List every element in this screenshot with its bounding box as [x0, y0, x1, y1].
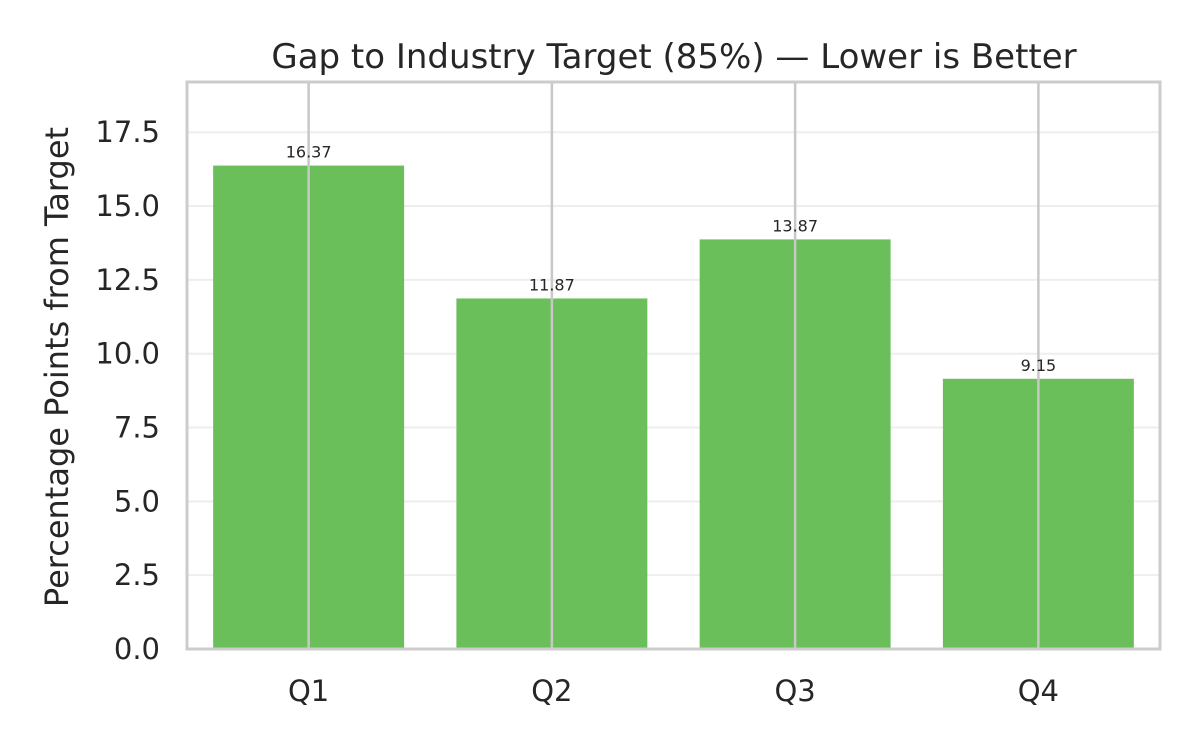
error-lines	[307, 82, 1040, 649]
data-labels: 16.37 11.87 13.87 9.15	[286, 143, 1056, 375]
data-label: 13.87	[772, 216, 818, 235]
y-tick-label: 10.0	[95, 337, 160, 371]
data-label: 16.37	[286, 143, 332, 162]
y-tick-label: 12.5	[95, 263, 160, 297]
y-tick-label: 15.0	[95, 189, 160, 223]
y-tick-label: 5.0	[114, 484, 160, 518]
data-label: 9.15	[1021, 356, 1057, 375]
y-tick-label: 2.5	[114, 558, 160, 592]
x-tick-labels: Q1 Q2 Q3 Q4	[288, 674, 1059, 708]
y-tick-label: 17.5	[95, 115, 160, 149]
y-tick-label: 0.0	[114, 632, 160, 666]
x-tick-label: Q1	[288, 674, 329, 708]
x-tick-label: Q4	[1018, 674, 1059, 708]
data-label: 11.87	[529, 275, 575, 294]
x-tick-label: Q2	[531, 674, 572, 708]
y-axis-label: Percentage Points from Target	[38, 127, 76, 607]
x-tick-label: Q3	[774, 674, 815, 708]
chart-title: Gap to Industry Target (85%) — Lower is …	[271, 37, 1076, 77]
plot-frame	[185, 80, 1162, 651]
y-tick-label: 7.5	[114, 411, 160, 445]
y-tick-labels: 0.0 2.5 5.0 7.5 10.0 12.5 15.0 17.5	[95, 115, 160, 666]
bars	[213, 165, 1134, 650]
